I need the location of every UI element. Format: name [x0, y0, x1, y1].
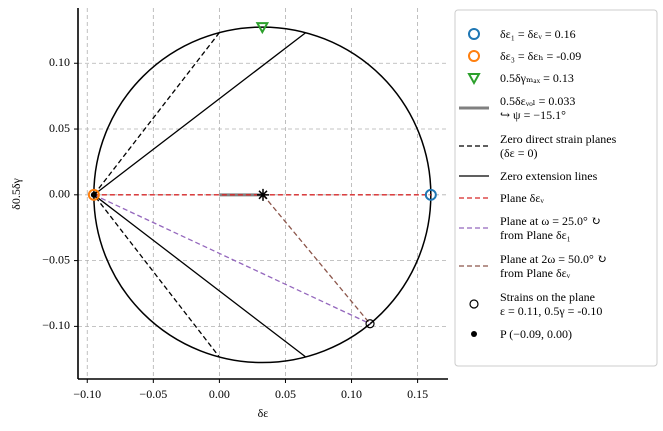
marker [365, 319, 375, 329]
legend-marker [469, 299, 479, 309]
marker [255, 22, 270, 35]
legend-label: P (−0.09, 0.00) [500, 327, 572, 341]
legend-label: Plane at ω = 25.0° ↻ from Plane δε₁ [500, 214, 601, 242]
center-marker [257, 188, 269, 201]
series-line [93, 32, 220, 358]
x-tick-label: −0.05 [139, 387, 167, 401]
legend-marker [468, 50, 480, 62]
y-tick-label: −0.05 [42, 252, 70, 266]
y-tick-label: 0.05 [49, 121, 70, 135]
y-tick-label: 0.10 [49, 55, 70, 69]
y-axis-label: δ0.5δγ [9, 178, 23, 210]
series-line [262, 194, 371, 325]
y-tick-label: 0.00 [49, 187, 70, 201]
marker [424, 188, 437, 201]
series-line [93, 194, 371, 325]
legend-marker [467, 73, 481, 86]
x-tick-label: 0.05 [275, 387, 296, 401]
legend-label: Plane at 2ω = 50.0° ↻ from Plane δεᵥ [500, 252, 607, 280]
x-tick-label: 0.00 [209, 387, 230, 401]
legend-label: δε₃ = δεₕ = -0.09 [500, 49, 582, 63]
x-tick-label: 0.15 [407, 387, 428, 401]
legend-marker [468, 28, 480, 40]
legend-box [454, 9, 658, 367]
plot-area [78, 8, 448, 379]
y-tick-label: −0.10 [42, 318, 70, 332]
legend-label: 0.5δεᵥₒₗ = 0.033 ↪ ψ = −15.1° [500, 94, 576, 122]
legend-label: 0.5δγₘₐₓ = 0.13 [500, 71, 574, 85]
legend-label: Plane δεᵥ [500, 191, 544, 205]
legend-label: Zero extension lines [500, 169, 598, 183]
marker [87, 188, 100, 201]
legend-label: δε₁ = δεᵥ = 0.16 [500, 27, 576, 41]
legend-label: Strains on the plane ε = 0.11, 0.5γ = -0… [500, 290, 603, 318]
x-tick-label: −0.10 [73, 387, 101, 401]
legend-marker [471, 331, 477, 337]
x-axis-label: δε [258, 406, 269, 420]
x-tick-label: 0.10 [341, 387, 362, 401]
marker [90, 191, 97, 198]
legend-label: Zero direct strain planes (δε = 0) [500, 132, 617, 160]
